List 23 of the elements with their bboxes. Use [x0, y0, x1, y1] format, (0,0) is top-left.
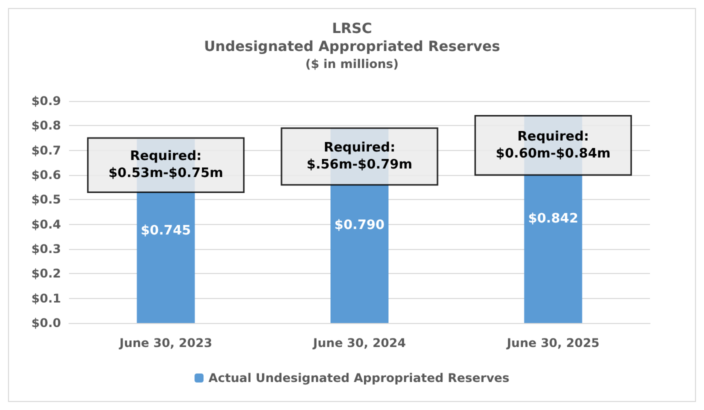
data-label: $0.790 [334, 218, 385, 234]
y-tick-label: $0.2 [31, 266, 61, 281]
data-label: $0.745 [140, 224, 191, 239]
x-tick-label: June 30, 2023 [118, 336, 212, 350]
chart-subtitle: ($ in millions) [305, 57, 399, 71]
chart-title: LRSC Undesignated Appropriated Reserves [204, 21, 500, 55]
bar [474, 115, 632, 176]
y-tick-label: $0.3 [31, 242, 61, 256]
data-label: Required: $.56m-$0.79m [306, 140, 412, 172]
x-tick-label: June 30, 2025 [506, 336, 600, 350]
data-label: Required: $0.53m-$0.75m [108, 149, 224, 182]
y-tick-label: $0.5 [31, 192, 61, 207]
y-tick-label: $0.9 [31, 94, 61, 108]
x-tick-label: June 30, 2024 [312, 336, 406, 350]
data-label: Required: $0.60m-$0.84m [496, 129, 611, 162]
y-tick-label: $0.6 [31, 168, 61, 182]
y-tick-label: $0.1 [31, 291, 61, 306]
y-tick-label: $0.0 [31, 316, 61, 330]
legend-label: Actual Undesignated Appropriated Reserves [208, 371, 510, 385]
data-label: $0.842 [528, 212, 578, 227]
y-tick-label: $0.7 [31, 143, 61, 158]
y-tick-label: $0.4 [31, 217, 61, 232]
y-tick-label: $0.8 [31, 118, 61, 133]
